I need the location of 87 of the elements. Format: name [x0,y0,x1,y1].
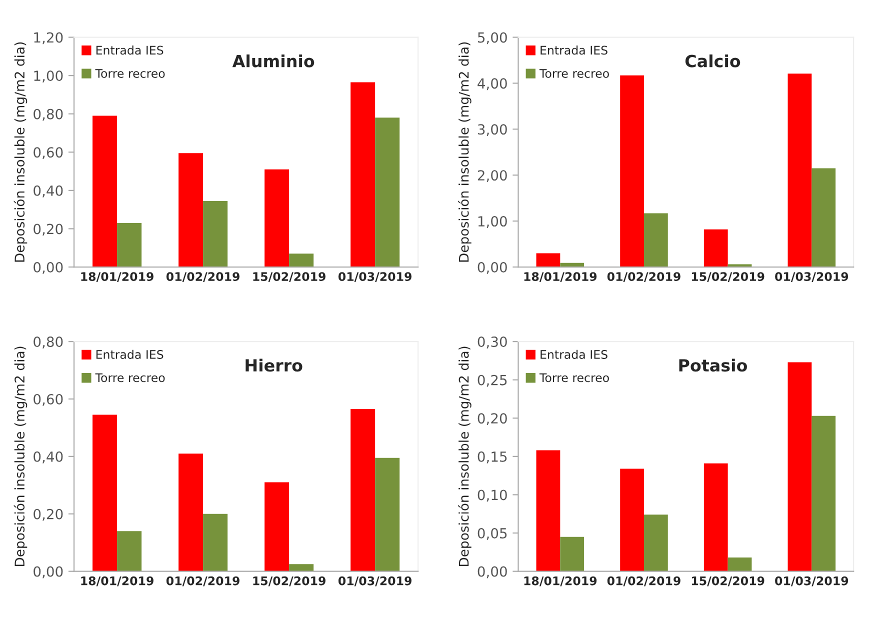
bar [289,254,314,268]
bar [644,514,668,572]
bar [350,82,376,268]
bar [350,409,376,572]
legend-label: Torre recreo [539,373,609,382]
y-tick-label: 0,20 [478,413,507,426]
bar [178,153,204,268]
legend-label: Torre recreo [95,69,165,78]
bar [560,536,584,572]
bar [704,463,728,572]
bar [375,118,400,268]
y-tick-label: 4,00 [478,78,507,90]
text: Potasio [679,358,748,372]
bar [117,531,142,572]
x-tick-label: 01/03/2019 [338,272,412,282]
y-axis-title: Deposición insoluble (mg/m2 dia) [458,42,472,262]
bar [788,74,812,268]
y-tick-label: 0,00 [34,566,63,578]
y-tick-label: 0,60 [34,147,63,160]
y-tick-label: 0,10 [478,490,507,502]
bar [92,414,118,572]
text: Aluminio [232,54,314,68]
x-tick-label: 18/01/2019 [81,272,154,282]
y-tick-label: 0,80 [34,336,63,348]
bar [203,200,228,268]
text: Calcio [685,54,740,68]
legend-label: Torre recreo [539,69,609,78]
bar [620,468,644,572]
y-tick-label: 0,20 [34,508,63,521]
legend-label: Entrada IES [540,46,608,55]
x-tick-label: 15/02/2019 [692,576,764,586]
bar [812,416,836,572]
y-tick-label: 0,00 [478,262,507,274]
y-tick-label: 0,15 [478,451,507,464]
y-tick-label: 5,00 [478,32,507,44]
y-tick-label: 0,40 [34,185,63,198]
x-tick-label: 01/02/2019 [166,576,240,586]
legend-label: Entrada IES [96,46,164,55]
bar [704,229,728,268]
x-tick-label: 18/01/2019 [524,272,597,282]
y-tick-label: 0,40 [34,451,63,464]
x-tick-label: 01/03/2019 [775,576,848,586]
x-tick-label: 01/03/2019 [775,272,848,282]
x-tick-label: 18/01/2019 [524,576,597,586]
x-tick-label: 18/01/2019 [81,576,154,586]
y-tick-label: 0,05 [478,528,507,540]
bar [536,450,560,572]
y-tick-label: 3,00 [478,124,507,136]
bar [264,169,290,268]
y-tick-label: 1,20 [34,32,63,44]
y-tick-label: 0,00 [34,262,63,274]
bar [203,514,228,572]
y-tick-label: 0,25 [478,374,507,387]
x-tick-label: 15/02/2019 [692,272,764,282]
bar [117,222,142,268]
bar [620,75,644,268]
bar [264,482,290,572]
bar [728,558,752,572]
bar [812,168,836,268]
bar [375,458,400,572]
y-tick-label: 0,30 [478,336,507,348]
bar [92,116,118,268]
y-tick-label: 0,00 [478,566,507,578]
x-tick-label: 15/02/2019 [253,272,326,282]
x-tick-label: 01/02/2019 [166,272,240,282]
text: Hierro [246,358,302,372]
bar [536,253,560,268]
bar [289,564,314,572]
x-tick-label: 01/02/2019 [607,272,680,282]
x-tick-label: 01/02/2019 [607,576,680,586]
y-tick-label: 0,20 [34,224,63,236]
bar [788,362,812,572]
legend-label: Torre recreo [95,373,165,382]
legend-label: Entrada IES [540,350,608,359]
y-tick-label: 2,00 [478,170,507,182]
legend-label: Entrada IES [96,350,164,359]
y-axis-title: Deposición insoluble (mg/m2 dia) [458,346,472,566]
y-tick-label: 0,80 [34,108,63,121]
y-tick-label: 0,60 [34,394,63,406]
x-tick-label: 15/02/2019 [253,576,326,586]
bar [178,454,204,572]
x-tick-label: 01/03/2019 [338,576,412,586]
y-tick-label: 1,00 [478,216,507,228]
y-tick-label: 1,00 [34,70,63,82]
y-axis-title: Deposición insoluble (mg/m2 dia) [14,346,28,566]
y-axis-title: Deposición insoluble (mg/m2 dia) [14,42,28,262]
bar [644,213,668,268]
